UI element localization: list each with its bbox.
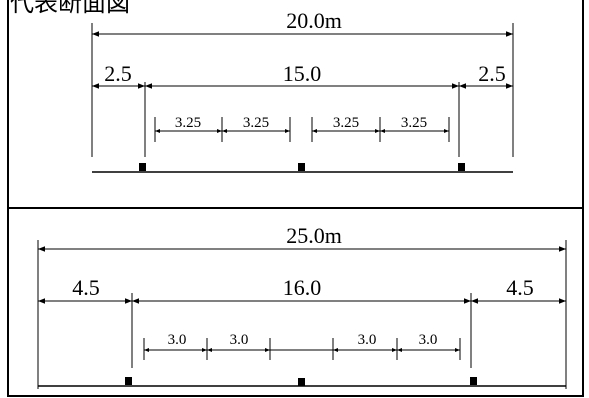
dim-lane-4-bottom-label: 3.0 xyxy=(419,332,438,348)
title: 代表断面図 xyxy=(10,0,130,17)
dim-left-side-top-label: 2.5 xyxy=(104,61,132,86)
section-top: 20.0m 2.5 15.0 2.5 3.25 3.25 3.25 3.25 xyxy=(91,8,514,173)
support-left-top xyxy=(139,163,146,171)
dim-left-side-bottom-label: 4.5 xyxy=(72,275,100,300)
support-left-bottom xyxy=(125,377,132,385)
dim-total-top-label: 20.0m xyxy=(286,8,342,33)
support-center-bottom xyxy=(298,378,305,386)
dim-lane-4-top-label: 3.25 xyxy=(401,115,427,131)
dim-lane-2-top-label: 3.25 xyxy=(243,115,269,131)
frame xyxy=(7,0,584,397)
dim-lane-1-top-label: 3.25 xyxy=(175,115,201,131)
dim-right-side-top-label: 2.5 xyxy=(478,61,506,86)
dim-center-top-label: 15.0 xyxy=(283,61,322,86)
dim-total-bottom-label: 25.0m xyxy=(286,223,342,248)
support-center-top xyxy=(298,163,305,171)
support-right-bottom xyxy=(470,377,477,385)
section-bottom: 25.0m 4.5 16.0 4.5 3.0 3.0 3.0 3.0 xyxy=(37,223,567,389)
support-right-top xyxy=(458,163,465,171)
dim-lane-1-bottom-label: 3.0 xyxy=(168,332,187,348)
dim-lane-2-bottom-label: 3.0 xyxy=(230,332,249,348)
dim-center-bottom-label: 16.0 xyxy=(283,275,322,300)
dim-lane-3-top-label: 3.25 xyxy=(333,115,359,131)
dim-lane-3-bottom-label: 3.0 xyxy=(358,332,377,348)
dim-right-side-bottom-label: 4.5 xyxy=(506,275,534,300)
